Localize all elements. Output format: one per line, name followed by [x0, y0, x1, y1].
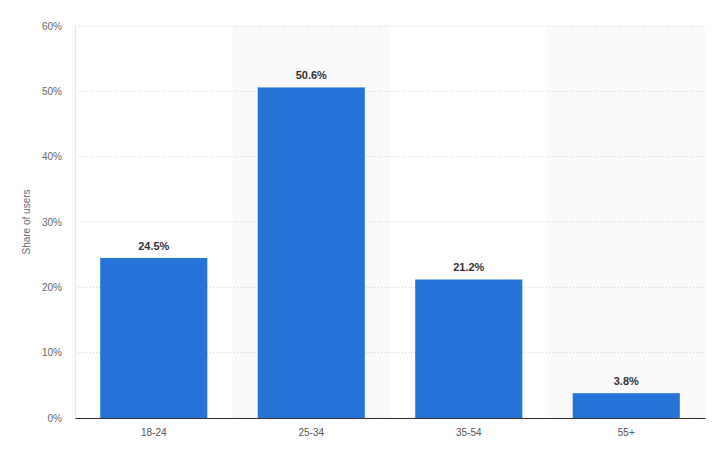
x-tick-label: 55+	[618, 427, 635, 438]
y-tick: 50%	[42, 86, 75, 97]
bar	[415, 279, 522, 418]
y-tick-label: 50%	[42, 86, 62, 97]
y-tick: 30%	[42, 217, 75, 228]
x-tick: 35-54	[456, 418, 482, 438]
grid-line	[75, 156, 705, 157]
data-label: 21.2%	[453, 261, 484, 273]
x-tick-label: 18-24	[141, 427, 167, 438]
y-axis-line	[75, 27, 76, 419]
y-axis-title: Share of users	[21, 189, 32, 254]
y-tick-label: 30%	[42, 217, 62, 228]
data-label: 24.5%	[138, 240, 169, 252]
x-tick-label: 35-54	[456, 427, 482, 438]
grid	[75, 26, 705, 418]
data-label: 3.8%	[614, 375, 639, 387]
y-tick: 60%	[42, 21, 75, 32]
x-axis-line	[76, 418, 706, 419]
data-labels: 24.5% 50.6% 21.2% 3.8%	[138, 69, 639, 387]
bar	[100, 258, 207, 418]
y-tick-label: 0%	[48, 413, 63, 424]
y-axis: 0% 10% 20% 30% 40% 50% 60%	[42, 21, 76, 424]
data-label: 50.6%	[296, 69, 327, 81]
grid-line	[75, 91, 705, 92]
y-tick: 40%	[42, 151, 75, 162]
chart-container: 0% 10% 20% 30% 40% 50% 60% 18-24 25-34 35-54 55+ 24…	[0, 0, 715, 449]
y-tick-label: 40%	[42, 151, 62, 162]
x-axis: 18-24 25-34 35-54 55+	[76, 418, 706, 438]
bar	[573, 393, 680, 418]
x-tick: 55+	[618, 418, 635, 438]
grid-line	[75, 222, 705, 223]
x-tick: 18-24	[141, 418, 167, 438]
bars	[100, 87, 680, 418]
y-tick-label: 60%	[42, 21, 62, 32]
grid-line	[75, 26, 705, 27]
y-tick-label: 10%	[42, 347, 62, 358]
y-tick: 20%	[42, 282, 75, 293]
bar	[258, 87, 365, 418]
y-tick: 10%	[42, 347, 75, 358]
y-tick: 0%	[48, 413, 75, 424]
x-tick: 25-34	[298, 418, 324, 438]
y-tick-label: 20%	[42, 282, 62, 293]
chart-svg: 0% 10% 20% 30% 40% 50% 60% 18-24 25-34 35-54 55+ 24…	[0, 0, 715, 449]
x-tick-label: 25-34	[298, 427, 324, 438]
